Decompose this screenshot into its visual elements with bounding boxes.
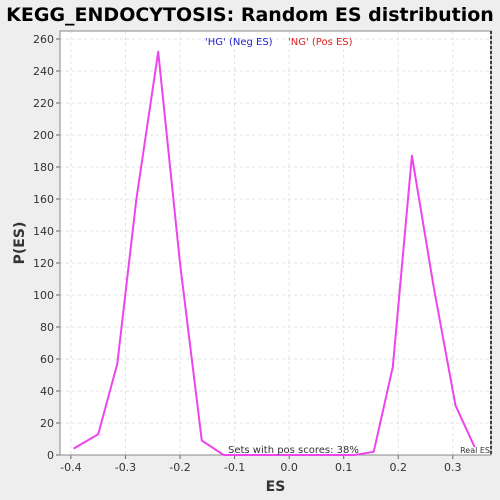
x-tick-label: 0.2 bbox=[390, 461, 408, 474]
y-tick-label: 240 bbox=[33, 65, 54, 78]
y-tick-label: 220 bbox=[33, 97, 54, 110]
y-tick-label: 180 bbox=[33, 161, 54, 174]
pos-scores-annotation: Sets with pos scores: 38% bbox=[228, 445, 359, 456]
y-tick-label: 0 bbox=[47, 449, 54, 462]
legend: 'HG' (Neg ES) 'NG' (Pos ES) bbox=[205, 37, 353, 48]
y-tick-label: 260 bbox=[33, 33, 54, 46]
y-axis-label: P(ES) bbox=[12, 222, 28, 265]
tick-labels: 0 20 40 60 80 100 120 140 160 180 200 220 240 260 -0.4… bbox=[33, 33, 462, 474]
y-tick-label: 40 bbox=[40, 385, 54, 398]
y-tick-label: 100 bbox=[33, 289, 54, 302]
y-tick-label: 120 bbox=[33, 257, 54, 270]
chart-title: KEGG_ENDOCYTOSIS: Random ES distribution bbox=[6, 4, 494, 26]
x-tick-label: -0.3 bbox=[115, 461, 136, 474]
y-tick-label: 140 bbox=[33, 225, 54, 238]
y-tick-label: 20 bbox=[40, 417, 54, 430]
grid bbox=[60, 31, 491, 456]
axes bbox=[56, 30, 492, 459]
y-tick-label: 60 bbox=[40, 353, 54, 366]
x-tick-label: 0.1 bbox=[335, 461, 353, 474]
y-tick-label: 80 bbox=[40, 321, 54, 334]
x-tick-label: -0.4 bbox=[60, 461, 81, 474]
legend-entry: 'NG' (Pos ES) bbox=[288, 37, 353, 48]
x-tick-label: -0.1 bbox=[224, 461, 245, 474]
x-tick-label: 0.0 bbox=[280, 461, 298, 474]
series-line bbox=[73, 50, 476, 456]
real-es-annotation: Real ES bbox=[460, 446, 490, 455]
y-tick-label: 200 bbox=[33, 129, 54, 142]
legend-entry: 'HG' (Neg ES) bbox=[205, 37, 273, 48]
series-layer bbox=[73, 50, 476, 456]
x-tick-label: 0.3 bbox=[444, 461, 462, 474]
x-axis-label: ES bbox=[266, 479, 286, 495]
y-tick-label: 160 bbox=[33, 193, 54, 206]
x-tick-label: -0.2 bbox=[169, 461, 190, 474]
